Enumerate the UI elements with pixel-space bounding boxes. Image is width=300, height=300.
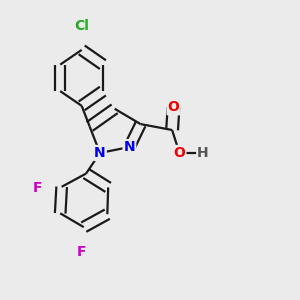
- Text: O: O: [168, 100, 179, 114]
- Text: O: O: [173, 146, 185, 160]
- Text: N: N: [94, 146, 106, 160]
- Text: H: H: [197, 146, 209, 160]
- Text: F: F: [77, 244, 86, 259]
- Text: N: N: [124, 140, 135, 154]
- Text: Cl: Cl: [74, 19, 89, 33]
- Text: F: F: [33, 181, 42, 195]
